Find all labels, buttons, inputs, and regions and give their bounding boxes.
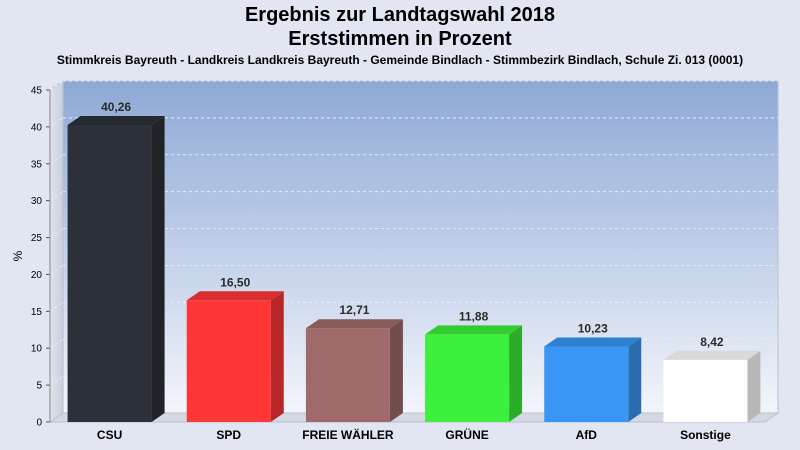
bar-side (151, 115, 165, 422)
plot-back-wall (62, 80, 779, 414)
bar-front (305, 328, 390, 422)
bar-top (67, 115, 165, 125)
chart-subtitle: Erststimmen in Prozent (288, 28, 512, 50)
gridline (49, 228, 64, 238)
gridline (49, 154, 64, 165)
x-tick-label: SPD (216, 428, 241, 442)
y-tick-label: 10 (31, 344, 43, 355)
bar-front (663, 359, 748, 422)
gridline (49, 338, 64, 349)
plot-side-wall (49, 80, 64, 423)
bar-value-label: 8,42 (700, 335, 724, 349)
x-tick-label: GRÜNE (445, 427, 488, 442)
gridline (49, 80, 64, 91)
y-tick-label: 30 (31, 196, 43, 207)
x-tick-label: Sonstige (680, 428, 731, 442)
chart-caption: Stimmkreis Bayreuth - Landkreis Landkrei… (56, 53, 744, 67)
y-tick-label: 45 (31, 86, 43, 97)
gridline (49, 265, 64, 275)
gridline (49, 117, 64, 128)
bar-front (67, 124, 152, 422)
chart-title: Ergebnis zur Landtagswahl 2018 (244, 4, 556, 26)
bar-side (389, 319, 403, 422)
y-tick-label: 5 (36, 381, 42, 392)
y-tick-label: 35 (31, 159, 43, 170)
bar-side (628, 337, 642, 422)
bar-value-label: 11,88 (459, 309, 489, 323)
y-tick-label: 15 (31, 307, 43, 318)
bar-front (186, 300, 271, 422)
bar-value-label: 12,71 (339, 303, 369, 317)
bar-csu[interactable] (67, 115, 165, 422)
bar-side (270, 291, 284, 422)
gridline (49, 301, 64, 312)
y-tick-label: 40 (31, 122, 43, 133)
bar-front (544, 346, 629, 422)
bar-grüne[interactable] (425, 325, 523, 422)
gridline (49, 375, 64, 386)
bar-side (747, 350, 761, 422)
bar-top (305, 319, 403, 329)
bar-value-label: 16,50 (220, 275, 250, 289)
bar-front (425, 334, 510, 422)
x-tick-label: AfD (576, 428, 598, 442)
bar-side (509, 325, 523, 422)
y-axis-label: % (11, 250, 25, 261)
bar-top (544, 337, 642, 347)
bar-value-label: 10,23 (578, 322, 608, 336)
bar-top (186, 291, 284, 301)
bar-sonstige[interactable] (663, 350, 761, 422)
y-tick-label: 20 (31, 270, 43, 281)
gridline (49, 191, 64, 202)
x-tick-label: FREIE WÄHLER (302, 427, 394, 442)
bar-value-label: 40,26 (101, 100, 131, 114)
bar-top (663, 350, 761, 360)
bar-afd[interactable] (544, 337, 642, 422)
bar-spd[interactable] (186, 291, 284, 422)
x-tick-label: CSU (97, 428, 122, 442)
y-tick-label: 0 (36, 418, 42, 429)
bar-freie-wähler[interactable] (305, 319, 403, 422)
y-tick-label: 25 (31, 233, 43, 244)
bar-top (425, 325, 523, 335)
